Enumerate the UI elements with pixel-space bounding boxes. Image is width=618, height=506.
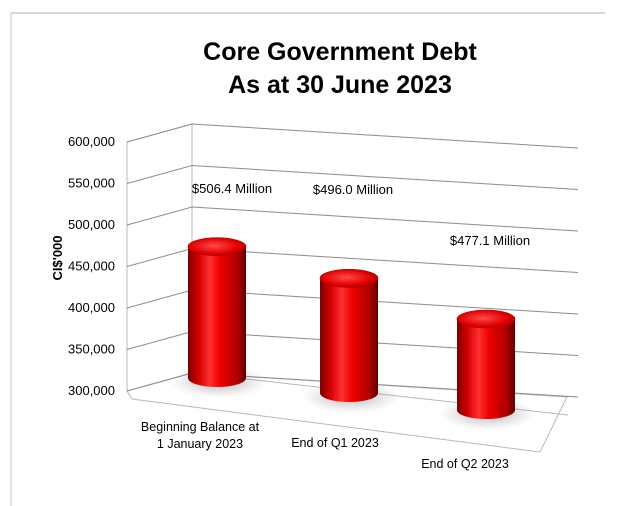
data-label: $506.4 Million	[192, 181, 272, 196]
category-label: 1 January 2023	[157, 437, 243, 451]
bar-1	[302, 269, 400, 413]
y-tick-label: 550,000	[68, 176, 115, 191]
bar-top	[456, 309, 516, 329]
y-tick-labels: 300,000 350,000 400,000 450,000 500,000 550,0…	[68, 134, 115, 398]
chart-title: Core Government Debt As at 30 June 2023	[203, 38, 477, 99]
data-label: $477.1 Million	[450, 233, 530, 248]
category-labels: Beginning Balance at 1 January 2023 End of…	[141, 420, 509, 471]
bar-2	[439, 309, 537, 430]
bar-body	[457, 319, 515, 419]
y-tick-label: 350,000	[68, 342, 115, 357]
bar-top	[187, 237, 247, 256]
category-label: End of Q2 2023	[421, 457, 509, 471]
y-axis-label: CI$'000	[50, 235, 65, 280]
gridline	[126, 206, 579, 232]
gridline	[126, 164, 579, 190]
bar-0	[170, 237, 268, 398]
y-tick-label: 400,000	[68, 300, 115, 315]
data-label: $496.0 Million	[313, 182, 393, 197]
bars: $506.4 Million $496.0 Million $477.1 Milli…	[170, 181, 537, 430]
bar-body	[188, 246, 246, 387]
category-label: End of Q1 2023	[291, 436, 379, 450]
y-tick-label: 450,000	[68, 259, 115, 274]
title-line: As at 30 June 2023	[228, 71, 452, 99]
bar-top	[319, 269, 379, 288]
y-tick-label: 500,000	[68, 217, 115, 232]
y-tick-label: 300,000	[68, 383, 115, 398]
y-tick-label: 600,000	[68, 134, 115, 149]
gridline	[126, 123, 579, 149]
title-line: Core Government Debt	[203, 38, 477, 66]
category-label: Beginning Balance at	[141, 420, 260, 434]
bar-body	[320, 278, 378, 402]
